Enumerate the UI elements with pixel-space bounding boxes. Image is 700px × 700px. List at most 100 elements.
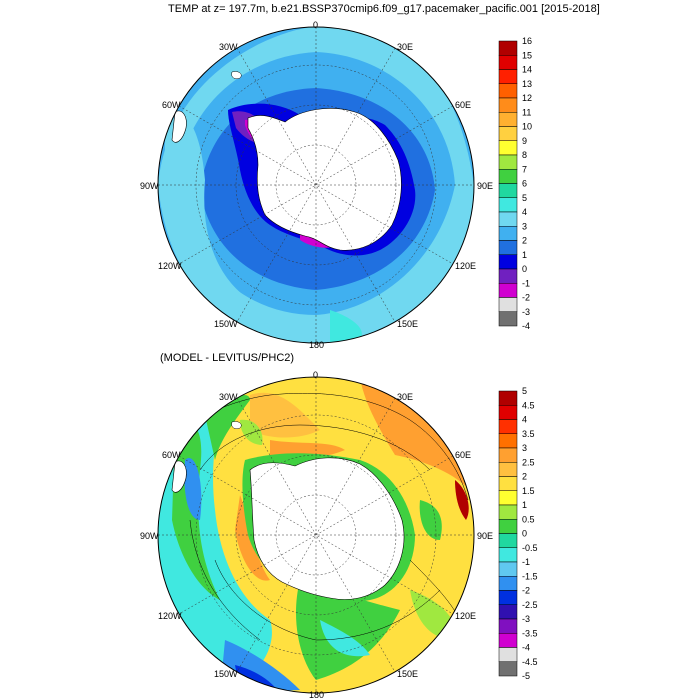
lon-label-90e: 90E — [477, 181, 494, 191]
colorbar-swatch — [498, 390, 518, 406]
colorbar-swatch — [498, 576, 518, 591]
colorbar-tick-label: -1 — [522, 278, 530, 288]
colorbar-tick-label: 0 — [522, 264, 527, 274]
colorbar-tick-label: 3.5 — [522, 429, 535, 439]
colorbar-tick-label: 6 — [522, 179, 527, 189]
colorbar-tick-label: -2 — [522, 293, 530, 303]
colorbar-tick-label: -4 — [522, 321, 530, 331]
colorbar-tick-label: 3 — [522, 443, 527, 453]
colorbar-swatch — [498, 183, 518, 198]
lon-label-0: 0 — [313, 370, 319, 380]
map-title: TEMP at z= 197.7m, b.e21.BSSP370cmip6.f0… — [168, 3, 600, 15]
lon-label-60w: 60W — [162, 100, 181, 110]
colorbar-swatch — [498, 140, 518, 156]
colorbar-tick-label: 5 — [522, 386, 527, 396]
colorbar-swatch — [498, 297, 518, 312]
colorbar-swatch — [498, 83, 518, 99]
colorbar-swatch — [498, 211, 518, 227]
colorbar-tick-label: 4 — [522, 207, 527, 217]
colorbar-swatch — [498, 97, 518, 113]
temperature-polar-map — [157, 26, 475, 344]
colorbar-tick-label: -2.5 — [522, 600, 538, 610]
colorbar-swatch — [498, 154, 518, 170]
colorbar-tick-label: 4 — [522, 415, 527, 425]
colorbar-tick-label: -1.5 — [522, 571, 538, 581]
lon-label-150w: 150W — [214, 319, 238, 329]
colorbar-tick-label: 2 — [522, 472, 527, 482]
colorbar-swatch — [498, 405, 518, 420]
colorbar-tick-label: 2.5 — [522, 457, 535, 467]
lon-label-30w: 30W — [219, 42, 238, 52]
lon-label-30e: 30E — [397, 392, 414, 402]
colorbar-tick-label: 9 — [522, 136, 527, 146]
colorbar-swatch — [498, 268, 518, 284]
colorbar-swatch — [498, 533, 518, 548]
colorbar-swatch — [498, 112, 518, 127]
colorbar-swatch — [498, 504, 518, 520]
colorbar-swatch — [498, 126, 518, 141]
graticule — [158, 377, 474, 693]
colorbar-tick-label: 12 — [522, 93, 532, 103]
colorbar-tick-label: -4 — [522, 643, 530, 653]
colorbar-swatch — [498, 547, 518, 563]
lon-label-120e: 120E — [455, 611, 477, 621]
colorbar-tick-label: -0.5 — [522, 543, 538, 553]
colorbar-tick-label: 14 — [522, 65, 532, 75]
graticule — [158, 27, 474, 343]
colorbar-swatch — [498, 447, 518, 463]
lon-label-120e: 120E — [455, 261, 477, 271]
colorbar-tick-label: -3 — [522, 307, 530, 317]
colorbar-swatch — [498, 419, 518, 434]
colorbar-tick-label: 5 — [522, 193, 527, 203]
colorbar-swatch — [498, 618, 518, 634]
colorbar-swatch — [498, 311, 518, 327]
colorbar-tick-label: 16 — [522, 36, 532, 46]
lon-label-30e: 30E — [397, 42, 414, 52]
lon-label-60e: 60E — [455, 100, 472, 110]
colorbar-tick-label: 3 — [522, 221, 527, 231]
lon-label-180: 180 — [309, 690, 325, 700]
difference-polar-map — [157, 376, 475, 694]
colorbar-swatch — [498, 490, 518, 506]
colorbar-swatch — [498, 633, 518, 648]
colorbar-swatch — [498, 462, 518, 477]
colorbar-tick-label: -5 — [522, 671, 530, 681]
colorbar-tick-label: 11 — [522, 107, 531, 117]
colorbar-tick-label: 1 — [522, 250, 527, 260]
lon-label-90w: 90W — [140, 181, 159, 191]
colorbar-tick-label: 13 — [522, 79, 532, 89]
difference-map-title: (MODEL - LEVITUS/PHC2) — [160, 352, 295, 364]
colorbar-tick-label: 15 — [522, 50, 532, 60]
lon-label-30w: 30W — [219, 392, 238, 402]
colorbar-tick-label: -3.5 — [522, 628, 538, 638]
lon-label-90e: 90E — [477, 531, 494, 541]
colorbar-tick-label: -2 — [522, 586, 530, 596]
colorbar-swatch — [498, 604, 518, 620]
colorbar-swatch — [498, 254, 518, 270]
lon-label-60e: 60E — [455, 450, 472, 460]
lon-label-90w: 90W — [140, 531, 159, 541]
colorbar-swatch — [498, 69, 518, 84]
lon-label-120w: 120W — [158, 261, 182, 271]
colorbar-swatch — [498, 283, 518, 298]
lon-label-150w: 150W — [214, 669, 238, 679]
colorbar-swatch — [498, 240, 518, 255]
colorbar-tick-label: 4.5 — [522, 400, 535, 410]
colorbar-swatch — [498, 197, 518, 213]
colorbar-tick-label: 0 — [522, 529, 527, 539]
colorbar-swatch — [498, 647, 518, 662]
colorbar-swatch — [498, 561, 518, 577]
colorbar-swatch — [498, 226, 518, 241]
colorbar-tick-label: 10 — [522, 122, 532, 132]
colorbar-swatch — [498, 661, 518, 677]
colorbar-tick-label: 0.5 — [522, 514, 535, 524]
colorbar-tick-label: -3 — [522, 614, 530, 624]
lon-label-0: 0 — [313, 20, 319, 30]
colorbar-swatch — [498, 55, 518, 70]
colorbar-tick-label: 1.5 — [522, 486, 535, 496]
colorbar-swatch — [498, 169, 518, 184]
colorbar-tick-label: 2 — [522, 236, 527, 246]
lon-label-180: 180 — [309, 340, 325, 350]
